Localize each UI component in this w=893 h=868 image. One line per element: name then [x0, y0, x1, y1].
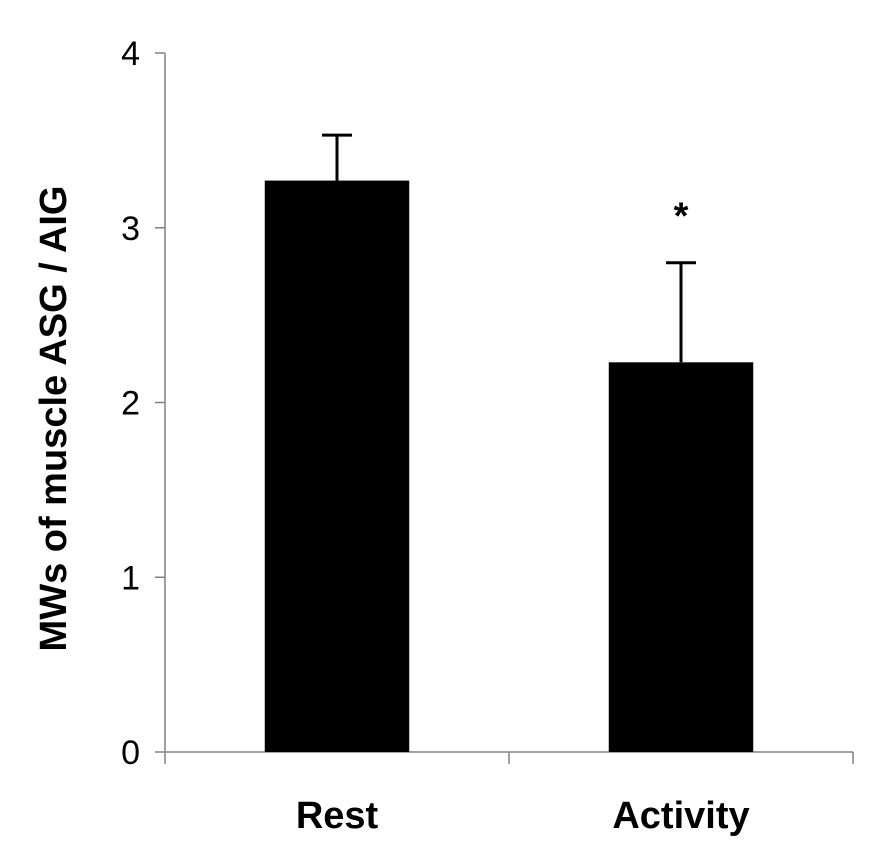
y-axis-title: MWs of muscle ASG / AIG: [33, 186, 75, 652]
y-tick-label: 4: [121, 35, 140, 73]
bar: [264, 180, 410, 752]
y-tick-label: 2: [121, 385, 140, 423]
x-category-label: Activity: [612, 795, 749, 837]
bar: [608, 362, 754, 752]
y-tick-label: 3: [121, 210, 140, 248]
bars: *: [264, 133, 754, 752]
x-category-label: Rest: [296, 795, 379, 837]
significance-marker: *: [674, 196, 689, 238]
y-axis-title-group: MWs of muscle ASG / AIG: [33, 186, 75, 652]
y-tick-label: 0: [121, 734, 140, 772]
category-labels: Rest Activity: [296, 795, 750, 837]
y-tick-label: 1: [121, 559, 140, 597]
